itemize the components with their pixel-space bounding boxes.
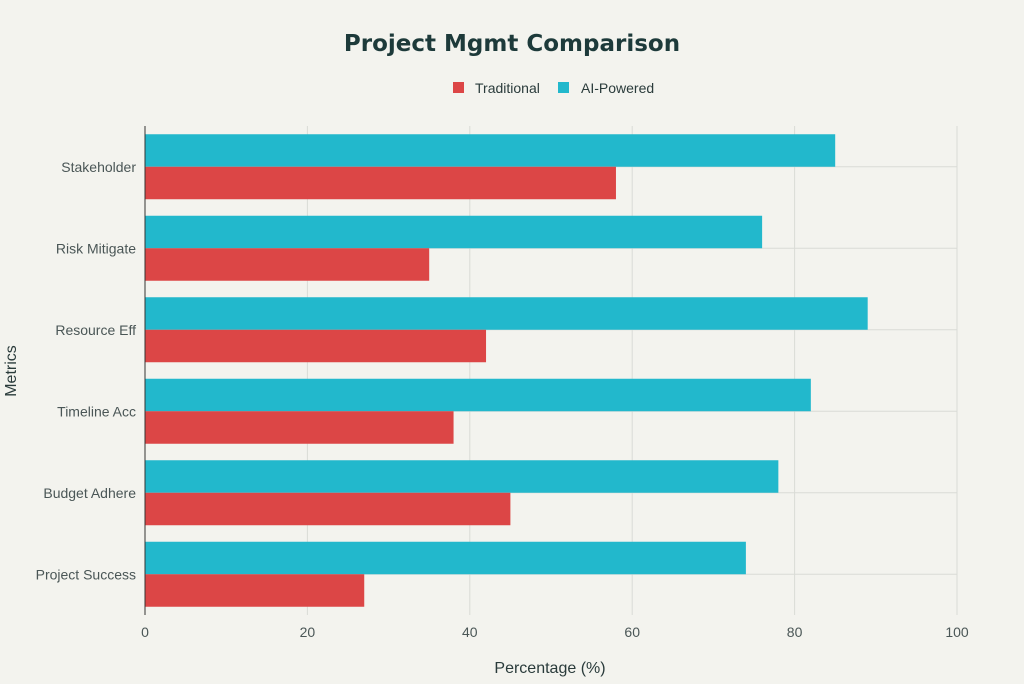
legend: Traditional AI-Powered bbox=[453, 80, 654, 96]
legend-label-traditional: Traditional bbox=[475, 80, 540, 96]
bar-traditional bbox=[145, 166, 616, 200]
x-axis-label: Percentage (%) bbox=[494, 660, 605, 677]
bars bbox=[145, 134, 868, 607]
y-tick-label: Resource Eff bbox=[55, 322, 136, 338]
bar-ai-powered bbox=[145, 541, 746, 575]
chart-title: Project Mgmt Comparison bbox=[344, 31, 680, 57]
x-tick-label: 80 bbox=[787, 624, 803, 640]
bar-traditional bbox=[145, 248, 430, 281]
bar-ai-powered bbox=[145, 215, 763, 249]
y-tick-label: Timeline Acc bbox=[57, 403, 136, 419]
bar-ai-powered bbox=[145, 297, 868, 330]
x-tick-label: 100 bbox=[945, 624, 969, 640]
bar-traditional bbox=[145, 574, 365, 607]
bar-ai-powered bbox=[145, 134, 836, 167]
x-tick-labels: 0 20 40 60 80 100 bbox=[141, 624, 969, 640]
y-tick-label: Project Success bbox=[36, 566, 136, 582]
y-tick-label: Stakeholder bbox=[61, 159, 136, 175]
y-tick-label: Budget Adhere bbox=[43, 485, 136, 501]
y-tick-label: Risk Mitigate bbox=[56, 240, 136, 256]
bar-traditional bbox=[145, 411, 454, 444]
y-axis-label: Metrics bbox=[3, 345, 20, 397]
grid bbox=[145, 126, 958, 615]
x-tick-label: 60 bbox=[624, 624, 640, 640]
bar-traditional bbox=[145, 492, 511, 526]
legend-swatch-ai-powered bbox=[558, 82, 569, 93]
bar-ai-powered bbox=[145, 378, 811, 412]
y-tick-labels: Project Success Budget Adhere Timeline Acc… bbox=[36, 159, 137, 583]
bar-ai-powered bbox=[145, 460, 779, 493]
legend-swatch-traditional bbox=[453, 82, 464, 93]
bar-traditional bbox=[145, 329, 487, 363]
legend-label-ai-powered: AI-Powered bbox=[581, 80, 654, 96]
x-tick-label: 20 bbox=[300, 624, 316, 640]
x-tick-label: 40 bbox=[462, 624, 478, 640]
x-tick-label: 0 bbox=[141, 624, 149, 640]
